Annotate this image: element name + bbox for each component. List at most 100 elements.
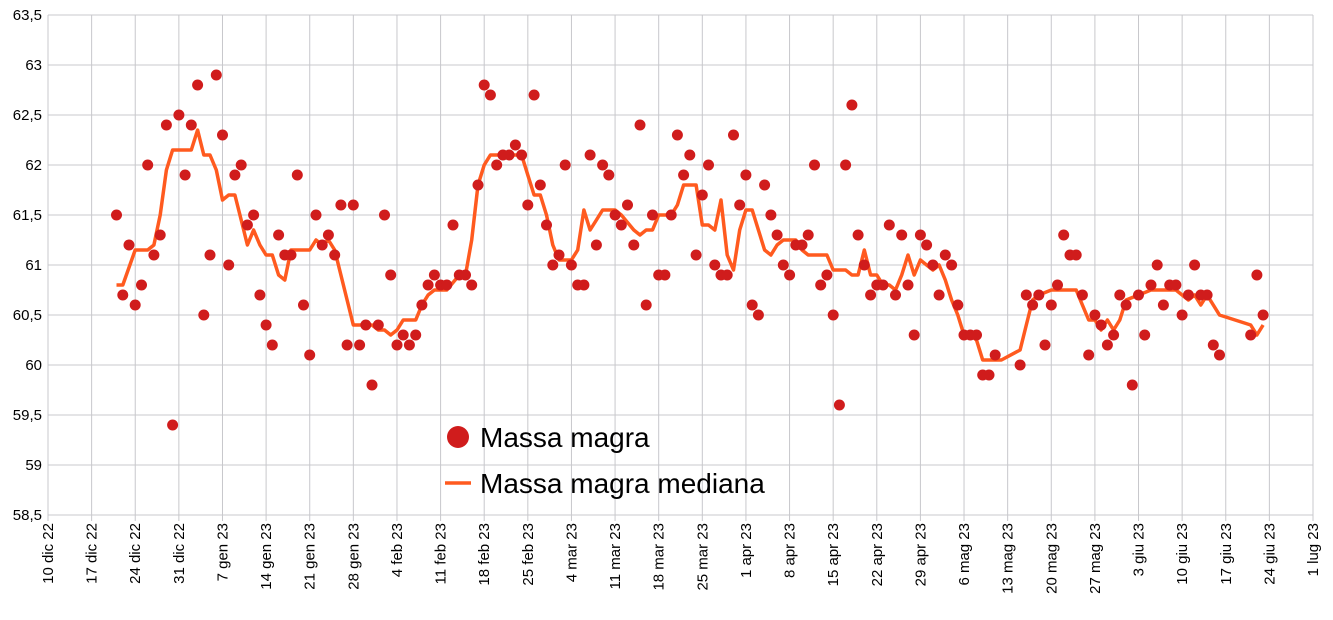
x-tick-label: 11 feb 23 <box>433 523 450 584</box>
data-point <box>154 229 166 241</box>
data-point <box>1058 229 1070 241</box>
data-point <box>952 299 964 311</box>
y-tick-label: 60 <box>25 357 42 374</box>
data-point <box>946 259 958 271</box>
data-point <box>827 309 839 321</box>
data-point <box>316 239 328 251</box>
data-point <box>802 229 814 241</box>
data-point <box>516 149 528 161</box>
data-point <box>734 199 746 211</box>
data-point <box>260 319 272 331</box>
x-tick-label: 27 mag 23 <box>1087 523 1104 594</box>
data-point <box>759 179 771 191</box>
x-tick-label: 25 feb 23 <box>520 523 537 586</box>
x-tick-label: 1 lug 23 <box>1305 523 1322 576</box>
data-point <box>1201 289 1213 301</box>
data-point <box>728 129 739 141</box>
data-point <box>403 339 415 351</box>
y-tick-label: 63 <box>25 57 42 74</box>
data-point <box>671 129 683 141</box>
x-tick-label: 3 giu 23 <box>1131 523 1148 576</box>
x-tick-label: 13 mag 23 <box>1000 523 1017 594</box>
x-tick-label: 4 mar 23 <box>563 523 580 582</box>
data-point <box>422 279 434 291</box>
data-point <box>266 339 278 351</box>
y-tick-label: 59 <box>25 457 42 474</box>
data-point <box>740 169 752 181</box>
x-tick-label: 10 dic 22 <box>40 523 57 584</box>
data-point <box>896 229 908 241</box>
data-point <box>1014 359 1026 371</box>
data-point <box>541 219 552 231</box>
data-point <box>590 239 602 251</box>
data-point <box>298 299 309 311</box>
data-point <box>1145 279 1157 291</box>
data-point <box>441 279 453 291</box>
data-point <box>1027 299 1039 311</box>
data-point <box>223 259 235 271</box>
data-point <box>167 419 179 431</box>
data-point <box>815 279 827 291</box>
data-point <box>1245 329 1257 341</box>
data-point <box>484 89 496 101</box>
x-tick-label: 18 mar 23 <box>651 523 668 591</box>
data-point <box>821 269 833 281</box>
data-point <box>354 339 366 351</box>
data-point <box>746 299 758 311</box>
data-point <box>248 209 260 221</box>
data-point <box>1089 309 1101 321</box>
data-point <box>235 159 247 171</box>
data-point <box>559 159 571 171</box>
data-point <box>865 289 877 301</box>
data-point <box>304 349 316 361</box>
data-point <box>721 269 733 281</box>
x-tick-label: 14 gen 23 <box>258 523 275 590</box>
median-line <box>116 128 1265 362</box>
grid <box>47 14 1314 521</box>
y-tick-label: 60,5 <box>13 307 42 324</box>
data-point <box>522 199 534 211</box>
y-axis: 58,5 59 59,5 60 60,5 61 61,5 62 62,5 63 63,5 <box>13 7 42 524</box>
data-point <box>840 159 852 171</box>
data-point <box>1101 339 1113 351</box>
data-point <box>877 279 889 291</box>
data-point <box>410 329 422 341</box>
data-point <box>285 249 297 261</box>
data-point <box>852 229 864 241</box>
data-point <box>503 149 515 161</box>
x-tick-label: 6 mag 23 <box>956 523 973 586</box>
data-point <box>1257 309 1269 321</box>
data-point <box>908 329 920 341</box>
data-point <box>690 249 702 261</box>
data-point <box>883 219 895 231</box>
data-point <box>833 399 845 411</box>
data-point <box>1120 299 1132 311</box>
data-point <box>1207 339 1219 351</box>
data-point <box>1045 299 1057 311</box>
x-tick-label: 1 apr 23 <box>738 523 755 578</box>
data-point <box>185 119 197 131</box>
data-point <box>921 239 933 251</box>
data-point <box>933 289 945 301</box>
data-point <box>1151 259 1163 271</box>
data-point <box>460 269 471 281</box>
data-point <box>335 199 347 211</box>
data-point <box>241 219 253 231</box>
legend: Massa magra Massa magra mediana <box>445 422 765 499</box>
data-point <box>846 99 858 111</box>
data-point <box>1139 329 1151 341</box>
data-point <box>397 329 409 341</box>
data-point <box>659 269 671 281</box>
data-point <box>752 309 764 321</box>
data-point <box>1039 339 1051 351</box>
data-point <box>553 249 565 261</box>
x-tick-label: 17 giu 23 <box>1218 523 1235 585</box>
data-point <box>534 179 546 191</box>
median-line-series <box>116 128 1265 362</box>
data-point <box>565 259 577 271</box>
data-point <box>777 259 789 271</box>
data-point <box>1251 269 1263 281</box>
data-point <box>273 229 285 241</box>
data-point <box>989 349 1001 361</box>
data-point <box>971 329 982 341</box>
